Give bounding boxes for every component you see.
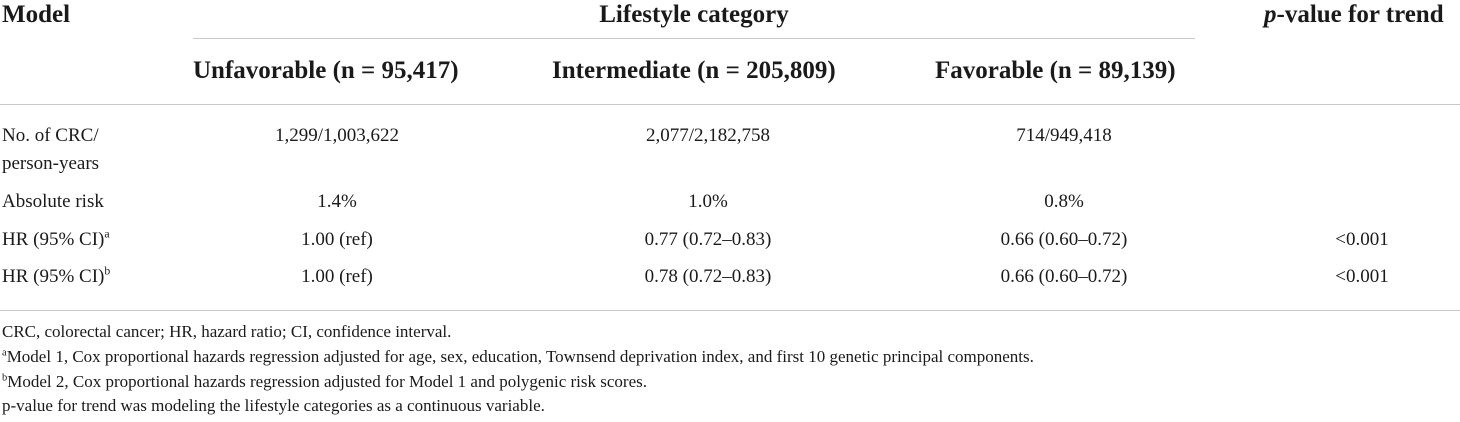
table-cell: 0.78 (0.72–0.83) [644,266,772,287]
footnote-a-text: Model 1, Cox proportional hazards regres… [6,347,1034,366]
table-cell: 2,077/2,182,758 [645,125,771,146]
footnote-a: aModel 1, Cox proportional hazards regre… [2,346,1034,368]
trend-p-value-cell: <0.001 [1335,229,1389,250]
trend-p-value-cell: <0.001 [1335,266,1389,287]
lifestyle-category-header: Lifestyle category [599,1,789,28]
row-label-absolute-risk: Absolute risk [2,191,104,212]
footnote-b-mark: b [2,372,8,384]
table-cell: 1.00 (ref) [301,229,373,250]
table-cell: 0.66 (0.60–0.72) [1000,266,1128,287]
table-cell: 0.66 (0.60–0.72) [1000,229,1128,250]
intermediate-column-header: Intermediate (n = 205,809) [552,57,836,84]
hr-label-text: HR (95% CI) [2,266,105,287]
row-label-crc-line1: No. of CRC/ [2,125,99,146]
model-column-header: Model [2,1,71,28]
table-cell: 0.8% [1044,191,1084,212]
footnote-b: bModel 2, Cox proportional hazards regre… [2,371,647,393]
p-italic: p [1264,1,1277,28]
hr-label-text: HR (95% CI) [2,229,105,250]
table-cell: 0.77 (0.72–0.83) [644,229,772,250]
p-value-trend-rest: -value for trend [1276,1,1444,28]
favorable-column-header: Favorable (n = 89,139) [935,57,1176,84]
footnote-a-marker: a [104,227,110,241]
row-label-hr-model1: HR (95% CI)a [2,228,110,252]
table-cell: 1.0% [688,191,728,212]
p-value-trend-header: p-value for trend [1264,0,1444,30]
footnote-abbreviations: CRC, colorectal cancer; HR, hazard ratio… [2,322,452,341]
table-cell: 1.4% [317,191,357,212]
row-label-hr-model2: HR (95% CI)b [2,265,110,289]
table-cell: 714/949,418 [1016,125,1112,146]
footnote-trend: p-value for trend was modeling the lifes… [2,396,545,415]
footnote-b-marker: b [104,264,111,278]
row-label-crc-line2: person-years [2,153,100,174]
group-header-rule [193,38,1195,39]
table-cell: 1,299/1,003,622 [274,125,400,146]
footnote-b-text: Model 2, Cox proportional hazards regres… [7,372,647,391]
footnote-a-mark: a [2,347,7,359]
table-cell: 1.00 (ref) [301,266,373,287]
unfavorable-column-header: Unfavorable (n = 95,417) [193,57,459,84]
table-bottom-rule [0,310,1460,311]
header-bottom-rule [0,104,1460,105]
